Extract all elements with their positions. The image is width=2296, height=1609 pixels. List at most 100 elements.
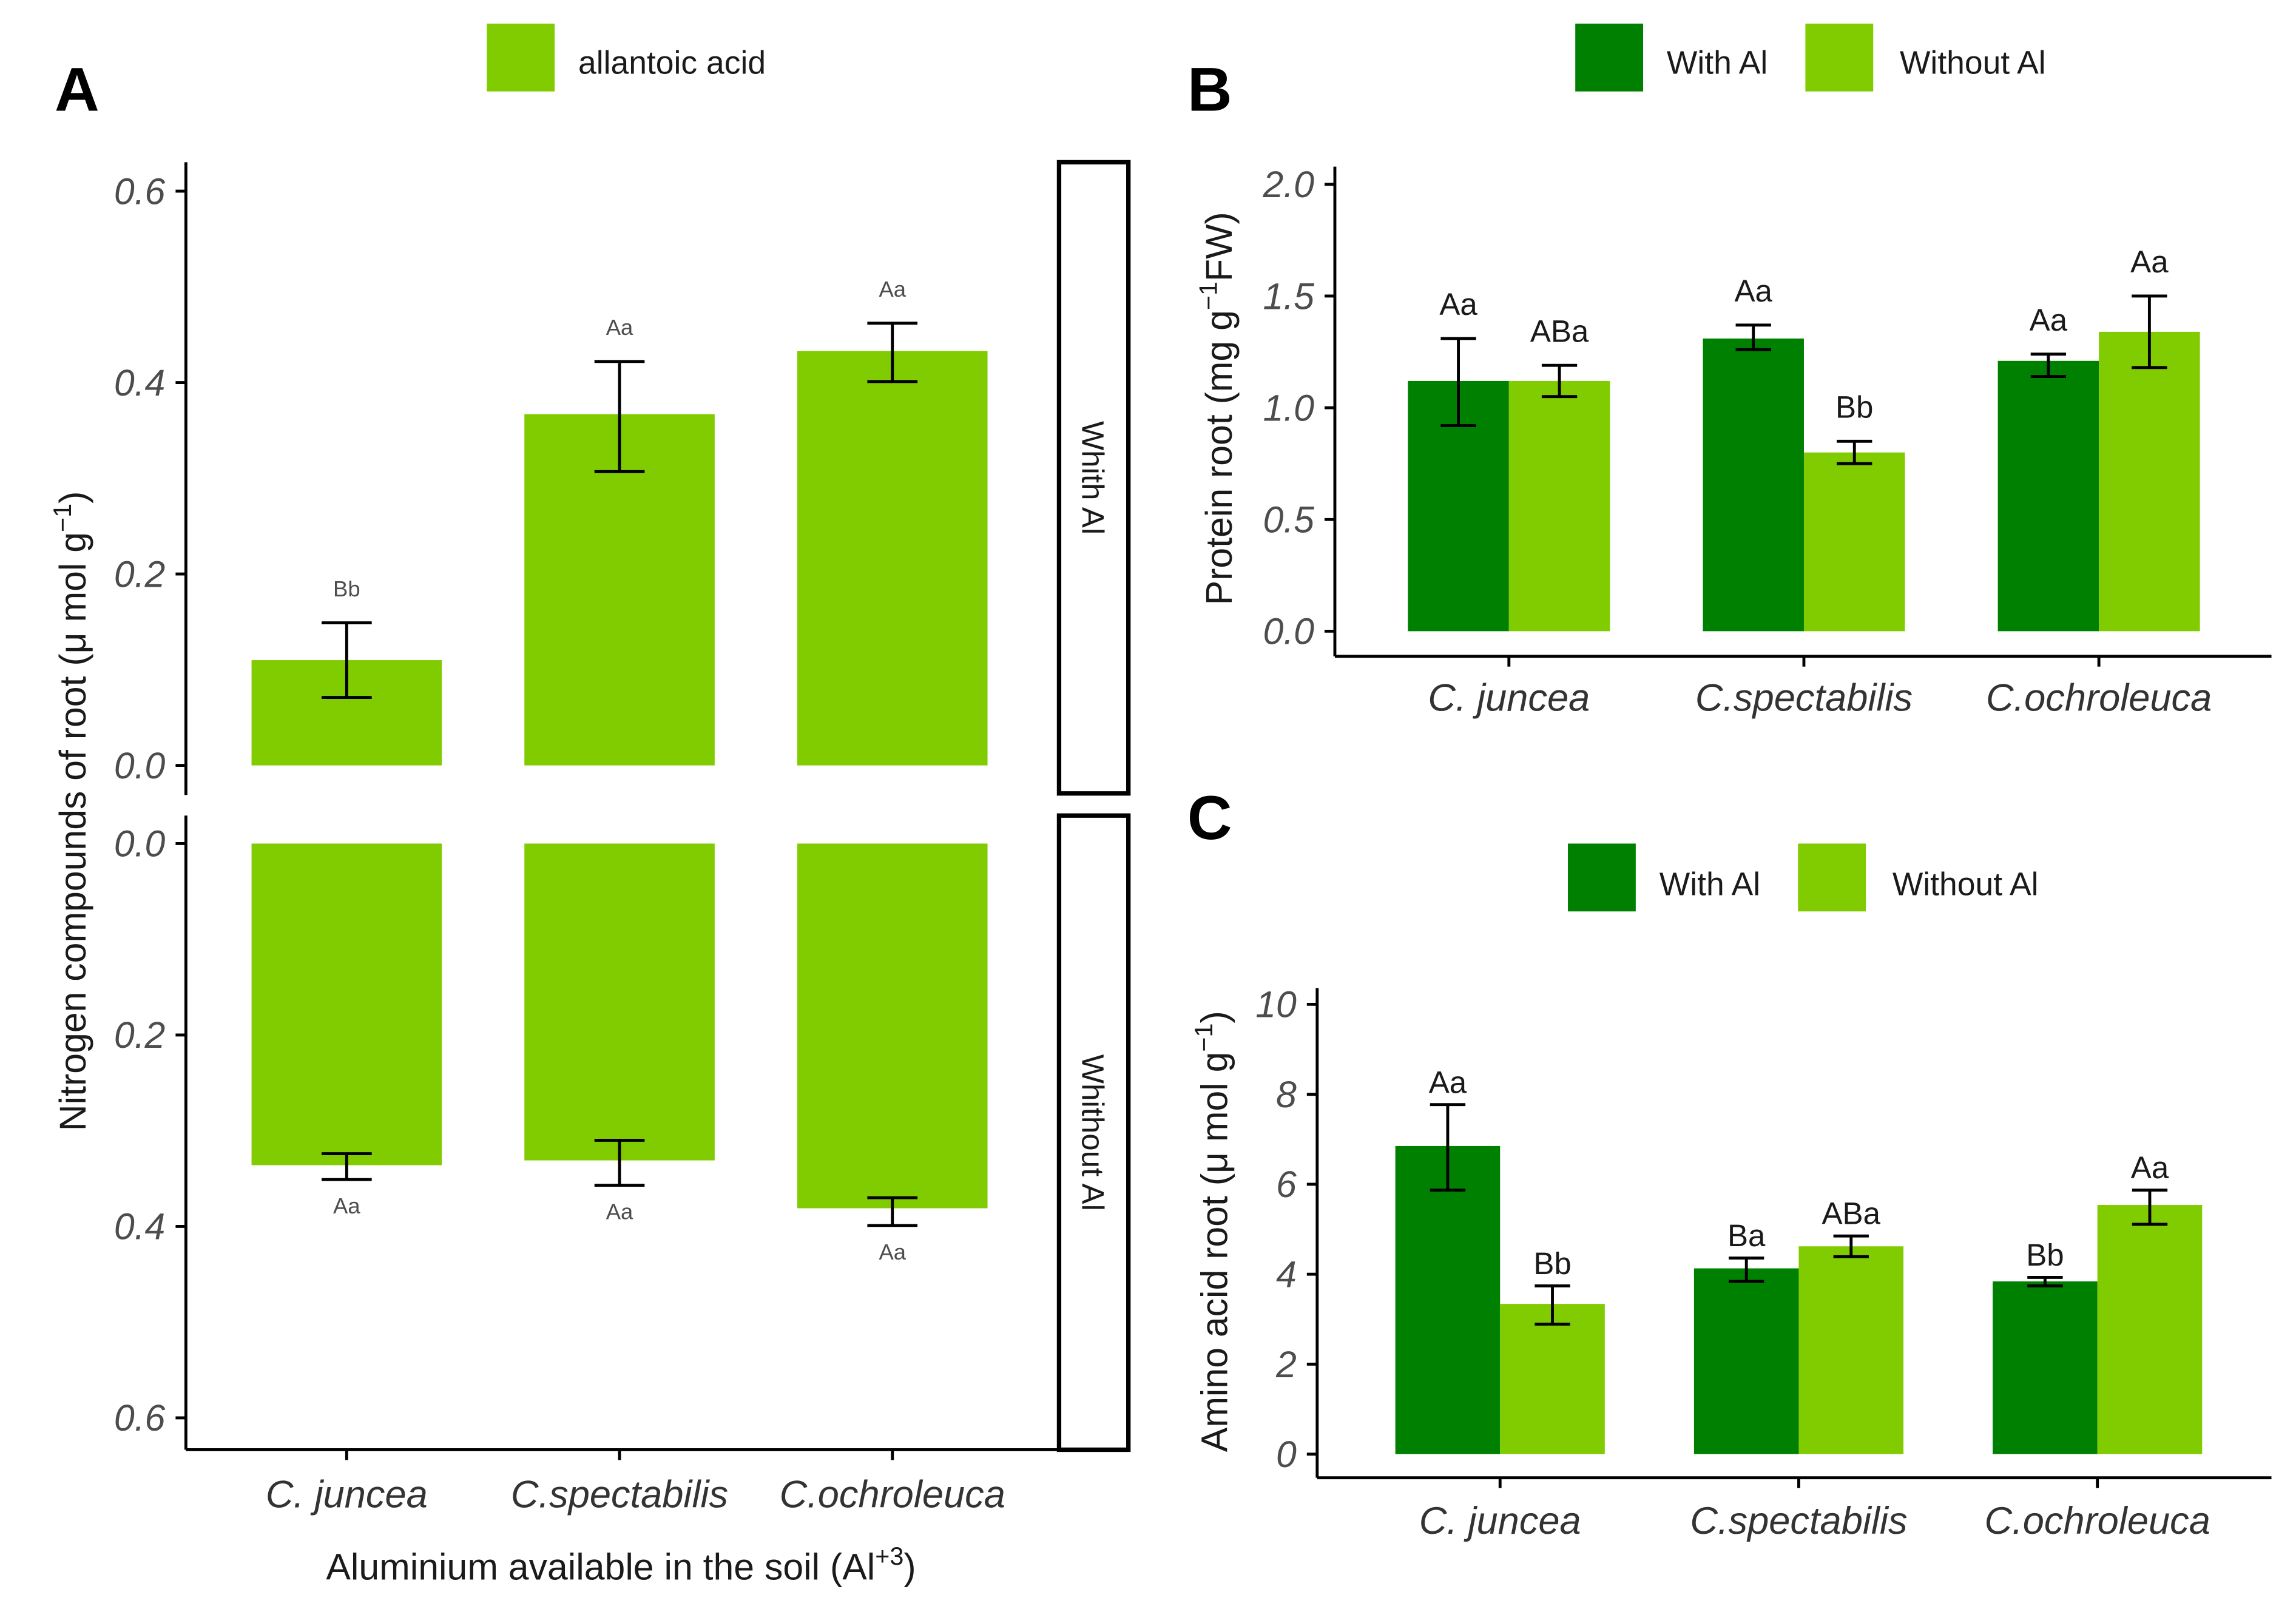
plot-area-b: 0.0 0.5 1.0 1.5 2.0 Aa Aa Aa ABa Bb Aa C. juncea C.s… [1262, 164, 2272, 720]
error-bar-with-al-c-ochroleuca [2027, 1275, 2063, 1287]
facet-strip-box [1056, 160, 1131, 796]
y-axis-title-superscript: −1 [1195, 282, 1223, 310]
significance-label-without-al-c-juncea: Bb [1533, 1246, 1571, 1281]
x-category-label-c-spectabilis: C.spectabilis [511, 1473, 728, 1516]
error-bar-without-al-c-juncea [1535, 1284, 1570, 1326]
y-tick-label: 8 [1276, 1074, 1297, 1115]
bar-without-al-c-ochroleuca [2099, 331, 2200, 632]
x-category-label-c-juncea: C. juncea [1428, 677, 1590, 720]
y-axis-title-superscript: −1 [1190, 1023, 1218, 1051]
bar-without-al-c-spectabilis [1798, 1246, 1904, 1454]
facet-strip-without-al: Whithout Al [1056, 813, 1131, 1452]
panel-c: C With Al Without Al 0 2 4 6 8 10 Aa Ba Bb Bb ABa A… [1187, 783, 2272, 1542]
legend-swatch-with-al [1568, 843, 1636, 912]
y-tick-label: 1.5 [1263, 275, 1314, 317]
error-bar-with-al-c-juncea [1440, 337, 1476, 428]
x-axis-title-text: Aluminium available in the soil (Al [326, 1546, 875, 1587]
significance-label-without-al-c-spectabilis: ABa [1822, 1196, 1881, 1231]
bar-without-al-c-juncea [1500, 1304, 1605, 1454]
error-bar-with-al-c-juncea [1430, 1103, 1466, 1192]
significance-label-without-al-c-spectabilis: Bb [1835, 390, 1873, 424]
error-bar-whithout-al-c-spectabilis [594, 1139, 645, 1187]
y-axis-title-tail: ) [52, 491, 93, 504]
y-axis-title-c: Amino acid root (μ mol g−1) [1190, 1011, 1235, 1452]
y-tick-label: 0.0 [114, 745, 166, 786]
facet-strip-label-with-al: Whith Al [1075, 421, 1110, 535]
facet-strip-label-without-al: Whithout Al [1075, 1054, 1110, 1211]
y-tick-label: 4 [1276, 1253, 1297, 1295]
x-category-label-c-juncea: C. juncea [1419, 1500, 1581, 1542]
panel-a: A allantoic acid 0.00.20.40.6BbAaAa0.00.… [49, 23, 1131, 1587]
bar-whith-al-c-ochroleuca [797, 351, 988, 766]
y-tick-label: 2.0 [1262, 164, 1314, 205]
y-tick-label: 0 [1276, 1434, 1297, 1475]
legend-c: With Al Without Al [1568, 843, 2039, 912]
x-category-label-c-ochroleuca: C.ochroleuca [1985, 1500, 2210, 1542]
error-bar-whith-al-c-ochroleuca [867, 322, 918, 383]
y-axis-title-tail: ) [1194, 1011, 1235, 1023]
y-tick-label: 0.6 [114, 1397, 166, 1439]
bar-with-al-c-ochroleuca [1997, 360, 2099, 632]
x-axis-title-a: Aluminium available in the soil (Al+3) [326, 1542, 916, 1587]
x-category-label-c-spectabilis: C.spectabilis [1690, 1500, 1907, 1542]
x-category-label-c-juncea: C. juncea [266, 1473, 428, 1516]
panel-letter-b: B [1187, 55, 1232, 124]
y-axis-title-text: Protein root (mg g [1198, 310, 1240, 605]
x-category-label-c-ochroleuca: C.ochroleuca [780, 1473, 1005, 1516]
legend-label-allantoic-acid: allantoic acid [578, 46, 766, 81]
error-bar-whith-al-c-juncea [322, 621, 372, 700]
y-tick-label: 6 [1276, 1164, 1297, 1205]
error-bar-with-al-c-ochroleuca [2030, 352, 2067, 378]
significance-label-with-al-c-spectabilis: Ba [1727, 1218, 1766, 1253]
significance-label-whith-al-c-juncea: Bb [333, 576, 360, 601]
x-axis-title-tail: ) [903, 1546, 916, 1587]
facet-whithout-al: 0.0 0.2 0.4 0.6 Aa Aa Aa [114, 815, 988, 1450]
legend-swatch-without-al [1798, 843, 1866, 912]
y-tick-label: 0.4 [114, 362, 165, 403]
significance-label-whith-al-c-ochroleuca: Aa [879, 277, 906, 302]
x-category-label-c-ochroleuca: C.ochroleuca [1986, 677, 2212, 720]
y-axis-title-superscript: −1 [49, 504, 76, 532]
error-bar-with-al-c-spectabilis [1729, 1257, 1764, 1283]
legend-swatch-without-al [1805, 23, 1874, 92]
y-axis-title-a: Nitrogen compounds of root (μ mol g−1) [49, 491, 93, 1132]
significance-label-without-al-c-juncea: ABa [1530, 314, 1589, 348]
bar-whithout-al-c-spectabilis [524, 843, 715, 1161]
panel-b: B With Al Without Al 0.0 0.5 1.0 1.5 2.0 Aa Aa… [1187, 23, 2272, 720]
error-bar-without-al-c-ochroleuca [2132, 1189, 2168, 1226]
error-bar-without-al-c-juncea [1541, 363, 1578, 399]
y-axis-title-b: Protein root (mg g−1FW) [1195, 212, 1240, 605]
facet-strip-with-al: Whith Al [1056, 160, 1131, 796]
panel-letter-c: C [1187, 783, 1232, 852]
y-axis-title-text: Amino acid root (μ mol g [1194, 1052, 1235, 1452]
y-axis-title-text: Nitrogen compounds of root (μ mol g [52, 532, 93, 1131]
y-tick-label: 2 [1275, 1344, 1297, 1385]
legend-label-with-al: With Al [1667, 46, 1768, 81]
significance-label-whithout-al-c-spectabilis: Aa [606, 1199, 633, 1224]
plot-area-a: 0.0 0.2 0.4 0.6 Bb Aa Aa 0.0 0.2 0.4 0.6 Aa Aa Aa C. j… [114, 162, 1059, 1516]
bar-with-al-c-juncea [1395, 1145, 1501, 1454]
y-tick-label: 1.0 [1263, 387, 1314, 428]
legend-swatch-allantoic-acid [487, 23, 555, 92]
significance-label-with-al-c-spectabilis: Aa [1735, 274, 1773, 308]
significance-label-whithout-al-c-ochroleuca: Aa [879, 1240, 906, 1264]
y-tick-label: 0.0 [114, 823, 166, 865]
error-bar-without-al-c-ochroleuca [2132, 294, 2167, 369]
significance-label-whith-al-c-spectabilis: Aa [606, 315, 633, 340]
legend-label-without-al: Without Al [1893, 866, 2039, 902]
bar-without-al-c-ochroleuca [2097, 1205, 2203, 1454]
bar-without-al-c-spectabilis [1803, 452, 1905, 632]
significance-label-whithout-al-c-juncea: Aa [333, 1193, 360, 1218]
significance-label-with-al-c-ochroleuca: Aa [2030, 303, 2068, 337]
error-bar-whithout-al-c-ochroleuca [867, 1196, 918, 1227]
legend-label-with-al: With Al [1660, 866, 1760, 902]
bar-with-al-c-spectabilis [1703, 338, 1804, 632]
y-tick-label: 0.6 [114, 170, 166, 212]
error-bar-whithout-al-c-juncea [322, 1152, 372, 1181]
significance-label-without-al-c-ochroleuca: Aa [2130, 245, 2169, 279]
bar-without-al-c-juncea [1508, 380, 1610, 632]
legend-b: With Al Without Al [1575, 23, 2046, 92]
facet-strip-box [1056, 813, 1131, 1452]
plot-area-c: 0 2 4 6 8 10 Aa Ba Bb Bb ABa Aa C. juncea C.spectabil… [1255, 984, 2272, 1542]
